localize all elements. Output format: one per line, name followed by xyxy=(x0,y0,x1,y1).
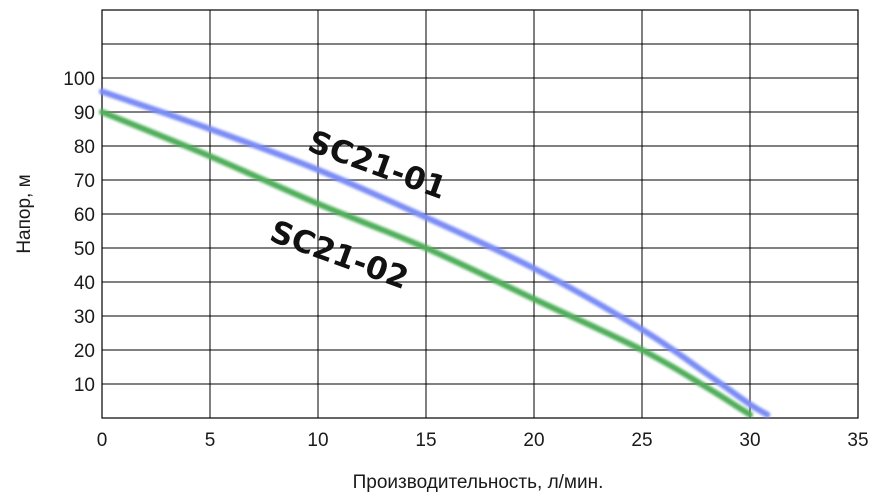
grid xyxy=(101,9,859,419)
x-tick-label: 25 xyxy=(631,430,652,451)
x-tick-label: 0 xyxy=(97,430,108,451)
curves xyxy=(99,88,771,418)
series-label-sc21-02: SC21-02 xyxy=(265,214,413,297)
x-tick-label: 20 xyxy=(523,430,544,451)
x-tick-label: 5 xyxy=(205,430,216,451)
x-axis-title: Производительность, л/мин. xyxy=(353,472,604,493)
y-tick-label: 50 xyxy=(74,239,95,260)
series-line-sc21-01 xyxy=(99,88,771,418)
series-line-sc21-02 xyxy=(99,109,753,418)
x-tick-label: 15 xyxy=(415,430,436,451)
y-tick-label: 20 xyxy=(74,341,95,362)
plot-frame xyxy=(101,9,859,419)
y-tick-label: 90 xyxy=(74,103,95,124)
y-axis-ticks: 10 20 30 40 50 60 70 80 90 100 xyxy=(63,69,95,396)
y-tick-label: 100 xyxy=(63,69,95,90)
y-tick-label: 10 xyxy=(74,375,95,396)
y-tick-label: 30 xyxy=(74,307,95,328)
y-tick-label: 40 xyxy=(74,273,95,294)
x-tick-label: 30 xyxy=(739,430,760,451)
x-axis-ticks: 0 5 10 15 20 25 30 35 xyxy=(97,430,869,451)
x-tick-label: 10 xyxy=(307,430,328,451)
y-axis-title: Напор, м xyxy=(14,174,35,253)
y-tick-label: 80 xyxy=(74,137,95,158)
y-tick-label: 60 xyxy=(74,205,95,226)
x-tick-label: 35 xyxy=(847,430,868,451)
y-tick-label: 70 xyxy=(74,171,95,192)
